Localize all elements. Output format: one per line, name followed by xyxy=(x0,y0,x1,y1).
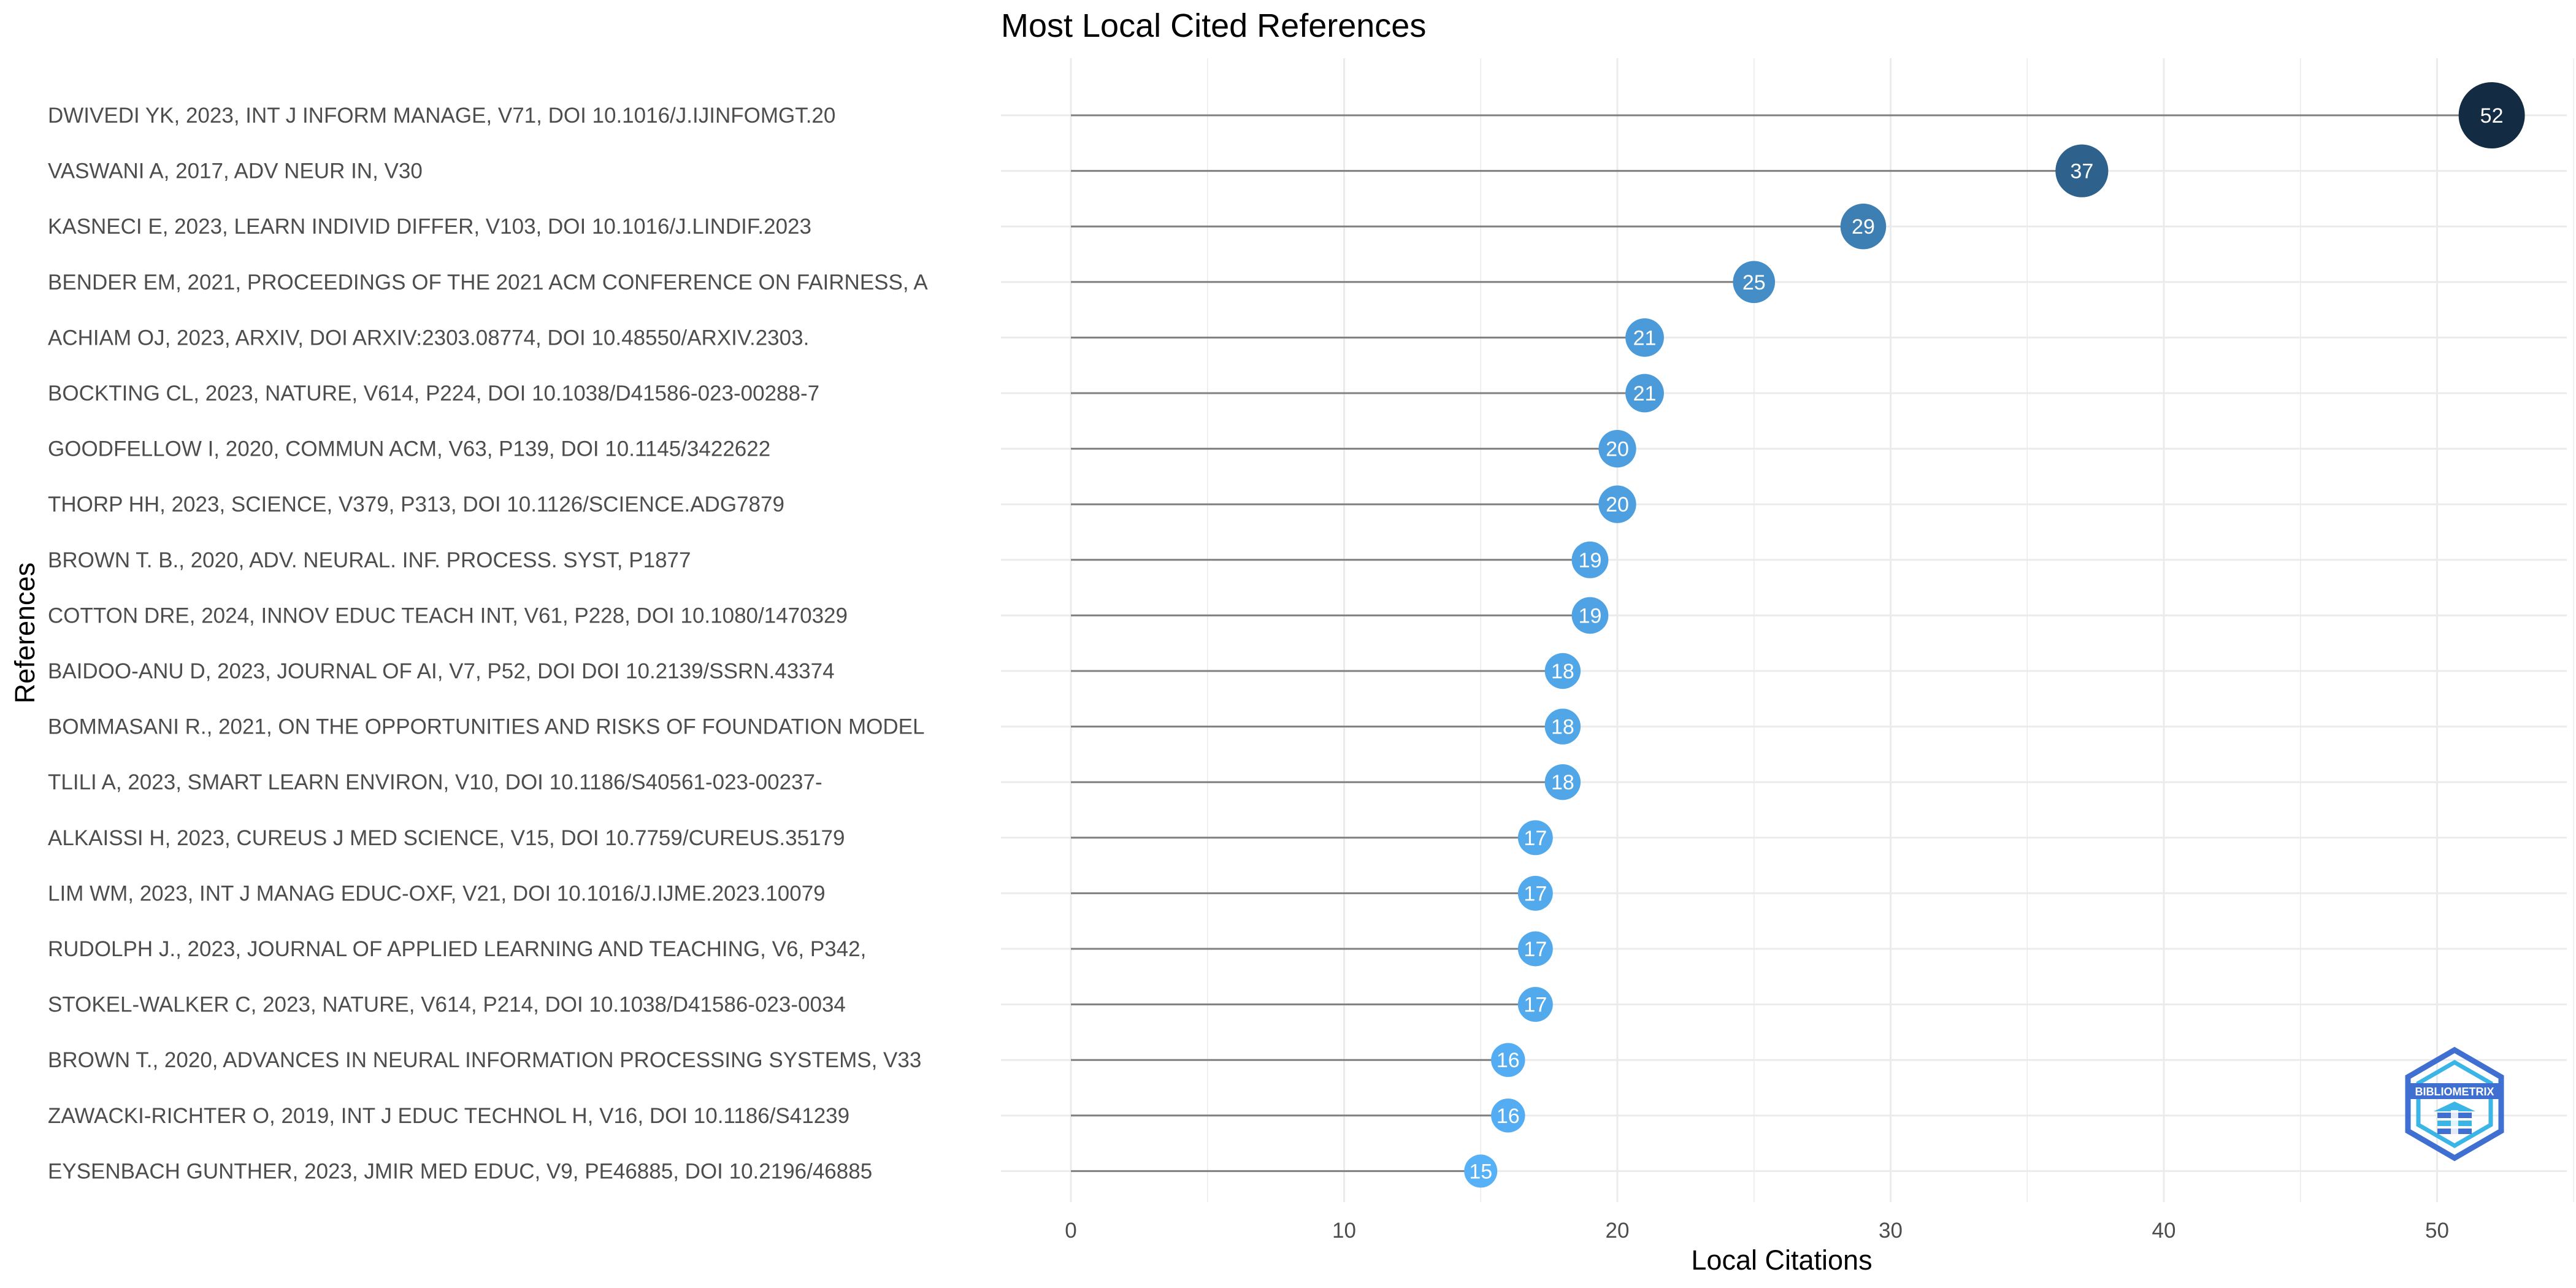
point-value-label: 20 xyxy=(1606,493,1629,516)
bibliometrix-logo: BIBLIOMETRIX xyxy=(2405,1046,2504,1162)
reference-labels: DWIVEDI YK, 2023, INT J INFORM MANAGE, V… xyxy=(48,104,928,1183)
point-value-label: 19 xyxy=(1579,549,1602,572)
reference-label: KASNECI E, 2023, LEARN INDIVID DIFFER, V… xyxy=(48,215,811,239)
reference-label: ZAWACKI-RICHTER O, 2019, INT J EDUC TECH… xyxy=(48,1104,849,1128)
lollipop-point xyxy=(1598,485,1636,523)
lollipop-point xyxy=(1544,708,1581,745)
lollipop-point xyxy=(2458,82,2525,148)
point-value-label: 17 xyxy=(1524,994,1547,1017)
reference-label: BROWN T., 2020, ADVANCES IN NEURAL INFOR… xyxy=(48,1048,921,1072)
reference-label: GOODFELLOW I, 2020, COMMUN ACM, V63, P13… xyxy=(48,437,770,461)
reference-label: DWIVEDI YK, 2023, INT J INFORM MANAGE, V… xyxy=(48,104,835,128)
lollipop-point xyxy=(1544,653,1581,689)
lollipop-point xyxy=(1733,261,1776,304)
point-value-label: 21 xyxy=(1633,382,1657,405)
lollipop-point xyxy=(1464,1154,1498,1188)
reference-label: BENDER EM, 2021, PROCEEDINGS OF THE 2021… xyxy=(48,270,928,294)
reference-label: STOKEL-WALKER C, 2023, NATURE, V614, P21… xyxy=(48,993,846,1017)
lollipop-point xyxy=(2055,144,2109,197)
point-value-label: 52 xyxy=(2480,104,2504,128)
x-tick-label: 30 xyxy=(1879,1219,1903,1243)
point-value-label: 18 xyxy=(1551,771,1574,794)
lollipop-point xyxy=(1571,541,1609,578)
point-value-label: 17 xyxy=(1524,827,1547,850)
reference-label: VASWANI A, 2017, ADV NEUR IN, V30 xyxy=(48,159,423,183)
point-value-label: 17 xyxy=(1524,882,1547,905)
logo-banner xyxy=(2407,1083,2502,1099)
x-tick-label: 40 xyxy=(2152,1219,2176,1243)
reference-label: EYSENBACH GUNTHER, 2023, JMIR MED EDUC, … xyxy=(48,1159,872,1183)
y-axis-title: References xyxy=(9,562,40,703)
reference-label: BOMMASANI R., 2021, ON THE OPPORTUNITIES… xyxy=(48,715,924,739)
x-tick-label: 50 xyxy=(2425,1219,2449,1243)
point-value-label: 25 xyxy=(1742,271,1766,294)
point-value-label: 17 xyxy=(1524,938,1547,961)
point-value-label: 29 xyxy=(1852,215,1875,239)
lollipop-point xyxy=(1544,764,1581,800)
point-value-label: 16 xyxy=(1497,1105,1520,1128)
lollipop-point xyxy=(1598,429,1636,468)
grid-lines xyxy=(1001,58,2575,1202)
reference-label: COTTON DRE, 2024, INNOV EDUC TEACH INT, … xyxy=(48,604,848,627)
reference-label: LIM WM, 2023, INT J MANAG EDUC-OXF, V21,… xyxy=(48,881,826,905)
x-tick-label: 20 xyxy=(1606,1219,1630,1243)
lollipop-point xyxy=(1517,931,1553,967)
logo-building-icon xyxy=(2434,1102,2475,1136)
x-tick-label: 10 xyxy=(1332,1219,1356,1243)
point-value-label: 21 xyxy=(1633,326,1657,350)
point-value-label: 37 xyxy=(2070,160,2093,183)
point-value-label: 15 xyxy=(1469,1160,1492,1183)
x-tick-label: 0 xyxy=(1065,1219,1076,1243)
lollipop-point xyxy=(1571,597,1609,634)
point-value-label: 20 xyxy=(1606,438,1629,461)
x-axis-title: Local Citations xyxy=(1691,1244,1872,1276)
point-value-label: 18 xyxy=(1551,660,1574,683)
reference-label: THORP HH, 2023, SCIENCE, V379, P313, DOI… xyxy=(48,493,784,516)
logo-text: BIBLIOMETRIX xyxy=(2415,1086,2494,1098)
lollipop-point xyxy=(1517,987,1553,1022)
point-value-label: 18 xyxy=(1551,716,1574,739)
chart-title: Most Local Cited References xyxy=(1001,7,1426,44)
reference-label: BROWN T. B., 2020, ADV. NEURAL. INF. PRO… xyxy=(48,548,691,572)
lollipop-point xyxy=(1625,374,1664,413)
lollipop-segments xyxy=(1071,114,2492,1172)
point-value-label: 16 xyxy=(1497,1049,1520,1072)
lollipop-points: 52 37 29 25 21 21 20 20 19 19 18 18 18 17 17 17 17 16 16 15 xyxy=(1464,82,2525,1188)
lollipop-point xyxy=(1625,318,1664,357)
logo-outer-hexagon xyxy=(2405,1046,2504,1162)
reference-label: TLILI A, 2023, SMART LEARN ENVIRON, V10,… xyxy=(48,770,822,794)
reference-label: ALKAISSI H, 2023, CUREUS J MED SCIENCE, … xyxy=(48,826,845,850)
lollipop-point xyxy=(1840,203,1887,250)
reference-label: RUDOLPH J., 2023, JOURNAL OF APPLIED LEA… xyxy=(48,937,866,961)
reference-label: BAIDOO-ANU D, 2023, JOURNAL OF AI, V7, P… xyxy=(48,659,835,683)
reference-label: BOCKTING CL, 2023, NATURE, V614, P224, D… xyxy=(48,381,819,405)
point-value-label: 19 xyxy=(1579,604,1602,627)
lollipop-point xyxy=(1517,820,1553,856)
lollipop-point xyxy=(1517,875,1553,911)
lollipop-point xyxy=(1491,1098,1525,1133)
lollipop-point xyxy=(1491,1043,1525,1077)
reference-label: ACHIAM OJ, 2023, ARXIV, DOI ARXIV:2303.0… xyxy=(48,326,809,350)
x-tick-labels: 0 10 20 30 40 50 xyxy=(1065,1219,2449,1243)
